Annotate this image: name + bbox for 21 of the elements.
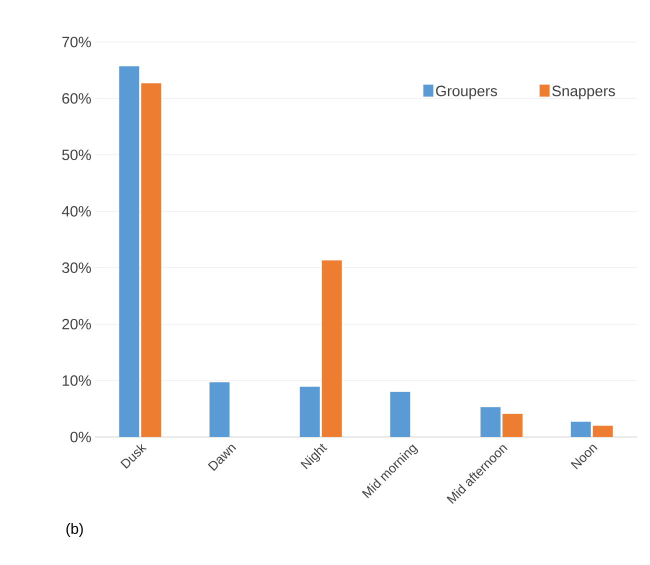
legend-label: Groupers	[436, 86, 498, 100]
bar	[390, 392, 410, 437]
bar	[502, 414, 522, 437]
legend-label: Snappers	[552, 86, 615, 100]
bar	[300, 386, 320, 437]
y-tick-label: 70%	[62, 36, 91, 48]
y-tick-label: 40%	[62, 206, 91, 217]
y-tick-label: 20%	[62, 318, 91, 330]
bar	[322, 260, 342, 437]
y-tick-label: 50%	[62, 150, 91, 160]
bar	[570, 422, 591, 437]
bar	[480, 407, 500, 437]
bar	[119, 66, 140, 437]
y-tick-label: 30%	[62, 262, 91, 273]
bar	[592, 426, 613, 437]
text: (b)	[66, 523, 83, 537]
y-tick-label: 60%	[62, 93, 91, 104]
bar	[210, 382, 230, 437]
y-tick-label: 10%	[62, 375, 91, 386]
y-tick-label: 0%	[70, 432, 91, 442]
bar	[141, 83, 162, 437]
